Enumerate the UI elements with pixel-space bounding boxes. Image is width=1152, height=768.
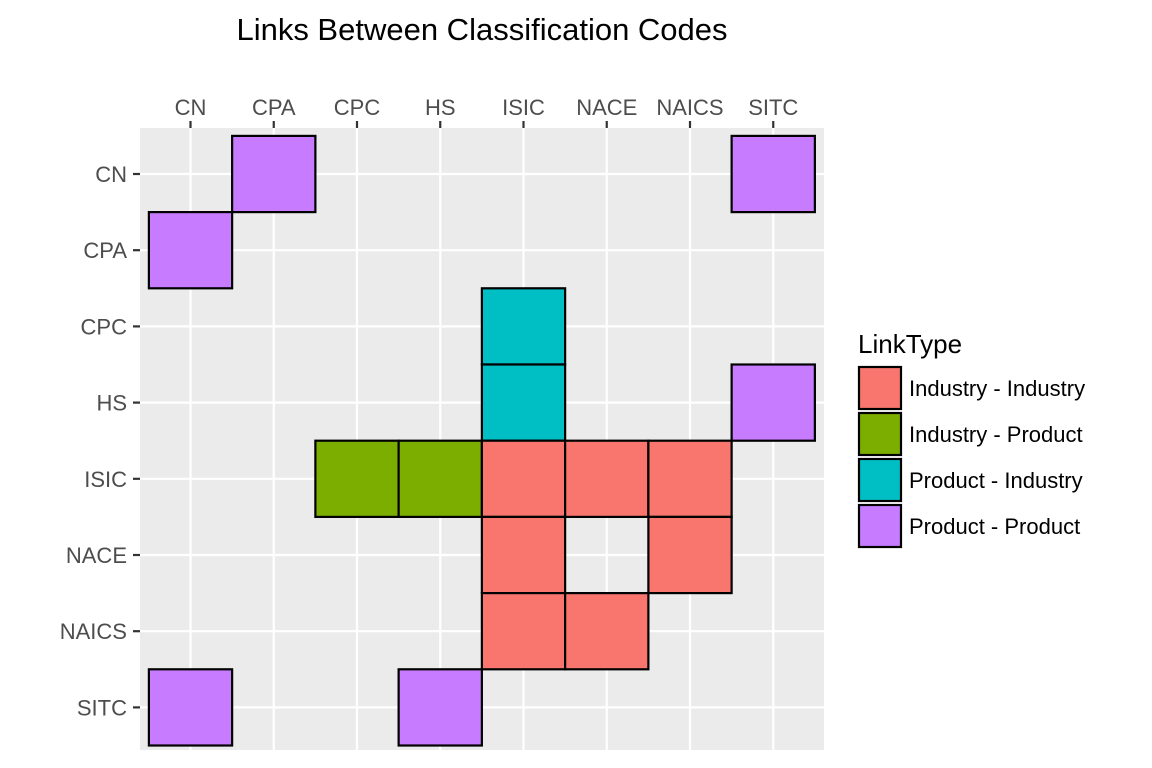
tile-isic-nace <box>564 439 650 519</box>
y-tick-label-hs: HS <box>96 391 127 416</box>
legend-label-industry-product: Industry - Product <box>909 422 1083 447</box>
tile-cpc-isic <box>480 287 567 366</box>
tile-isic-cpc <box>314 439 400 519</box>
legend-label-industry-industry: Industry - Industry <box>909 376 1085 401</box>
y-tick-label-sitc: SITC <box>77 695 127 720</box>
tile-sitc-cn <box>147 668 234 747</box>
y-tick-label-naics: NAICS <box>60 619 127 644</box>
x-tick-label-naics: NAICS <box>656 95 723 120</box>
y-tick-label-cpc: CPC <box>81 314 128 339</box>
x-tick-label-hs: HS <box>425 95 456 120</box>
tile-cn-sitc <box>730 134 816 214</box>
y-tick-label-nace: NACE <box>66 543 127 568</box>
tile-cn-cpa <box>231 134 317 214</box>
y-tick-label-isic: ISIC <box>84 467 127 492</box>
tile-naics-nace <box>564 591 650 671</box>
tile-hs-sitc <box>730 363 816 442</box>
legend-label-product-product: Product - Product <box>909 514 1080 539</box>
legend-key-product-industry <box>857 457 903 503</box>
legend-label-product-industry: Product - Industry <box>909 468 1083 493</box>
x-axis: CN CPA CPC HS ISIC NACE NAICS SITC <box>175 95 798 128</box>
y-tick-label-cpa: CPA <box>83 238 127 263</box>
tile-isic-naics <box>647 439 733 519</box>
x-tick-label-sitc: SITC <box>748 95 798 120</box>
x-tick-label-isic: ISIC <box>502 95 545 120</box>
legend-key-industry-industry <box>857 365 903 411</box>
legend: LinkType Industry - Industry Industry - P… <box>857 329 1085 549</box>
y-tick-label-cn: CN <box>95 162 127 187</box>
tile-isic-isic <box>480 439 567 519</box>
tile-naics-isic <box>480 591 567 671</box>
x-tick-label-cn: CN <box>175 95 207 120</box>
x-tick-label-cpc: CPC <box>334 95 381 120</box>
legend-key-product-product <box>857 503 903 549</box>
legend-key-industry-product <box>857 411 903 457</box>
tile-hs-isic <box>480 363 567 442</box>
x-tick-label-cpa: CPA <box>252 95 296 120</box>
tile-sitc-hs <box>397 668 483 747</box>
legend-title: LinkType <box>858 329 962 359</box>
tiles <box>147 134 816 747</box>
x-tick-label-nace: NACE <box>576 95 637 120</box>
tile-isic-hs <box>397 439 483 519</box>
y-axis: CN CPA CPC HS ISIC NACE NAICS SITC <box>60 162 140 720</box>
tile-cpa-cn <box>147 211 234 290</box>
chart-title: Links Between Classification Codes <box>236 12 727 47</box>
tile-nace-isic <box>480 515 567 595</box>
tile-nace-naics <box>647 515 733 595</box>
